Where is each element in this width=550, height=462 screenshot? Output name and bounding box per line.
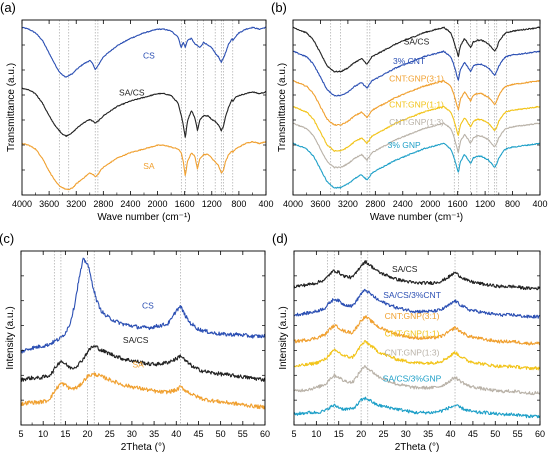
x-tick-label: 1200 xyxy=(202,199,222,209)
y-axis-title: Intensity (a.u.) xyxy=(5,306,16,369)
x-tick-label: 45 xyxy=(468,429,478,439)
x-tick-label: 35 xyxy=(423,429,433,439)
x-tick-label: 20 xyxy=(356,429,366,439)
series-line xyxy=(293,339,541,371)
x-axis-title: 2Theta (°) xyxy=(121,442,166,453)
series-line xyxy=(20,257,266,354)
x-tick-label: 3200 xyxy=(338,199,358,209)
panel-label: (b) xyxy=(271,0,287,15)
x-tick-label: 55 xyxy=(238,429,248,439)
series-label: 3% CNT xyxy=(393,56,425,66)
x-tick-label: 40 xyxy=(446,429,456,439)
series-line xyxy=(293,315,541,346)
series-line xyxy=(21,26,267,78)
series-label: CNT:GNP(1:3) xyxy=(385,347,440,357)
x-tick-label: 2800 xyxy=(93,199,113,209)
y-axis-title: Transmittance (a.u.) xyxy=(277,63,288,152)
series-line xyxy=(293,396,541,419)
series-line xyxy=(292,79,540,127)
x-tick-label: 2000 xyxy=(148,199,168,209)
x-tick-label: 1600 xyxy=(175,199,195,209)
x-tick-label: 35 xyxy=(149,429,159,439)
x-tick-label: 10 xyxy=(311,429,321,439)
y-axis-title: Intensity (a.u.) xyxy=(278,306,289,369)
x-tick-label: 4000 xyxy=(12,199,32,209)
series-line xyxy=(292,50,541,97)
series-line xyxy=(292,26,541,73)
x-tick-label: 2000 xyxy=(420,199,440,209)
x-tick-label: 800 xyxy=(505,199,520,209)
series-label: SA/CS xyxy=(392,264,418,274)
x-tick-label: 20 xyxy=(83,429,93,439)
series-label: SA/CS xyxy=(404,37,430,47)
x-tick-label: 2800 xyxy=(365,199,385,209)
x-tick-label: 60 xyxy=(260,429,270,439)
series-label: CNT:GNP(3:1) xyxy=(389,73,444,83)
series-label: CS xyxy=(142,300,154,310)
series-line xyxy=(21,87,266,138)
x-tick-label: 25 xyxy=(105,429,115,439)
x-tick-label: 400 xyxy=(258,199,273,209)
series-line xyxy=(21,140,267,191)
series-line xyxy=(20,345,266,382)
x-tick-label: 2400 xyxy=(393,199,413,209)
x-tick-label: 5 xyxy=(291,429,296,439)
series-label: CNT:GNP(1:1) xyxy=(385,328,440,338)
x-tick-label: 60 xyxy=(535,429,545,439)
x-tick-label: 800 xyxy=(231,199,246,209)
series-label: CNT:GNP(1:1) xyxy=(389,100,444,110)
x-tick-label: 5 xyxy=(18,429,23,439)
panel-label: (a) xyxy=(0,0,16,15)
series-label: CNT:GNP(3:1) xyxy=(385,311,440,321)
x-tick-label: 3600 xyxy=(39,199,59,209)
series-label: SA/CS/3%CNT xyxy=(383,290,441,300)
x-tick-label: 55 xyxy=(513,429,523,439)
x-tick-label: 4000 xyxy=(283,199,303,209)
y-axis-title: Transmittance (a.u.) xyxy=(6,63,17,152)
x-tick-label: 15 xyxy=(334,429,344,439)
x-axis-title: Wave number (cm⁻¹) xyxy=(370,212,463,223)
series-label: CNT:GNP(1:3) xyxy=(389,117,444,127)
series-line xyxy=(293,260,541,291)
x-tick-label: 45 xyxy=(193,429,203,439)
series-label: 3% GNP xyxy=(388,140,421,150)
series-label: SA xyxy=(132,360,144,370)
x-tick-label: 1600 xyxy=(448,199,468,209)
series-line xyxy=(20,372,266,410)
panel-label: (c) xyxy=(0,231,14,246)
x-axis-title: Wave number (cm⁻¹) xyxy=(97,212,190,223)
x-tick-label: 30 xyxy=(127,429,137,439)
x-tick-label: 50 xyxy=(216,429,226,439)
series-label: SA/CS/3%GNP xyxy=(383,374,442,384)
series-label: SA/CS xyxy=(123,335,149,345)
x-tick-label: 40 xyxy=(171,429,181,439)
series-label: SA xyxy=(143,161,155,171)
series-line xyxy=(292,105,541,152)
x-tick-label: 30 xyxy=(401,429,411,439)
x-tick-label: 3600 xyxy=(310,199,330,209)
x-tick-label: 1200 xyxy=(475,199,495,209)
series-line xyxy=(293,288,541,319)
x-tick-label: 50 xyxy=(490,429,500,439)
x-tick-label: 25 xyxy=(378,429,388,439)
series-line xyxy=(293,364,541,396)
x-tick-label: 10 xyxy=(38,429,48,439)
x-tick-label: 2400 xyxy=(120,199,140,209)
x-axis-title: 2Theta (°) xyxy=(395,442,440,453)
series-line xyxy=(292,142,541,189)
series-label: CS xyxy=(143,51,155,61)
panel-label: (d) xyxy=(272,231,288,246)
x-tick-label: 15 xyxy=(60,429,70,439)
x-tick-label: 400 xyxy=(532,199,547,209)
x-tick-label: 3200 xyxy=(66,199,86,209)
series-label: SA/CS xyxy=(119,87,145,97)
series-line xyxy=(292,122,540,169)
